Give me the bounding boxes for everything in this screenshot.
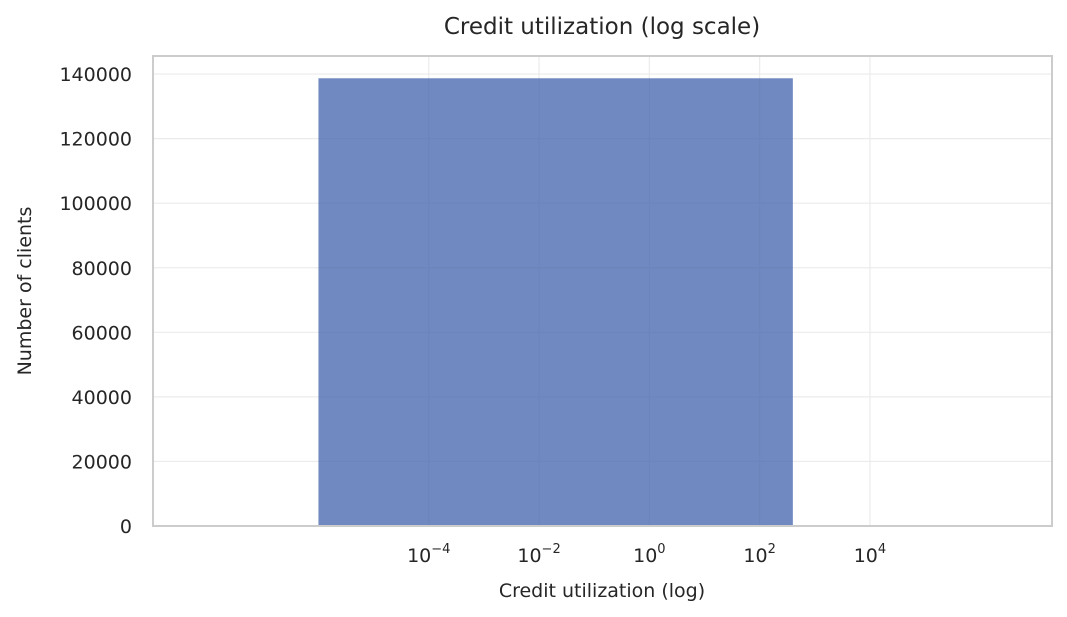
x-tick-exponent: 2 xyxy=(768,542,776,557)
y-tick-label: 40000 xyxy=(72,387,132,409)
x-axis-ticks: 10−4 10−2 100 102 104 xyxy=(407,542,886,567)
y-axis-ticks: 0 20000 40000 60000 80000 100000 120000 140000 xyxy=(59,64,132,538)
y-tick-label: 60000 xyxy=(72,322,132,344)
x-tick-label: 102 xyxy=(743,542,775,567)
chart-title: Credit utilization (log scale) xyxy=(444,14,760,40)
y-tick-label: 20000 xyxy=(72,451,132,473)
x-tick-label: 100 xyxy=(633,542,665,567)
x-tick-exponent: −4 xyxy=(431,542,450,557)
y-tick-label: 0 xyxy=(120,516,132,538)
x-tick-base: 10 xyxy=(743,545,767,567)
histogram-bar xyxy=(318,78,793,527)
x-tick-label: 10−2 xyxy=(517,542,560,567)
x-tick-exponent: −2 xyxy=(542,542,561,557)
x-tick-base: 10 xyxy=(517,545,541,567)
y-axis-label: Number of clients xyxy=(14,207,36,376)
y-tick-label: 120000 xyxy=(59,129,132,151)
x-axis-label: Credit utilization (log) xyxy=(499,580,705,602)
x-tick-label: 10−4 xyxy=(407,542,450,567)
y-tick-label: 100000 xyxy=(59,193,132,215)
x-tick-label: 104 xyxy=(854,542,886,567)
x-tick-exponent: 0 xyxy=(657,542,665,557)
x-tick-base: 10 xyxy=(407,545,431,567)
y-tick-label: 140000 xyxy=(59,64,132,86)
y-tick-label: 80000 xyxy=(72,258,132,280)
x-tick-base: 10 xyxy=(633,545,657,567)
plot-frame xyxy=(152,55,1053,527)
x-tick-exponent: 4 xyxy=(878,542,886,557)
x-tick-base: 10 xyxy=(854,545,878,567)
bars xyxy=(318,78,793,527)
